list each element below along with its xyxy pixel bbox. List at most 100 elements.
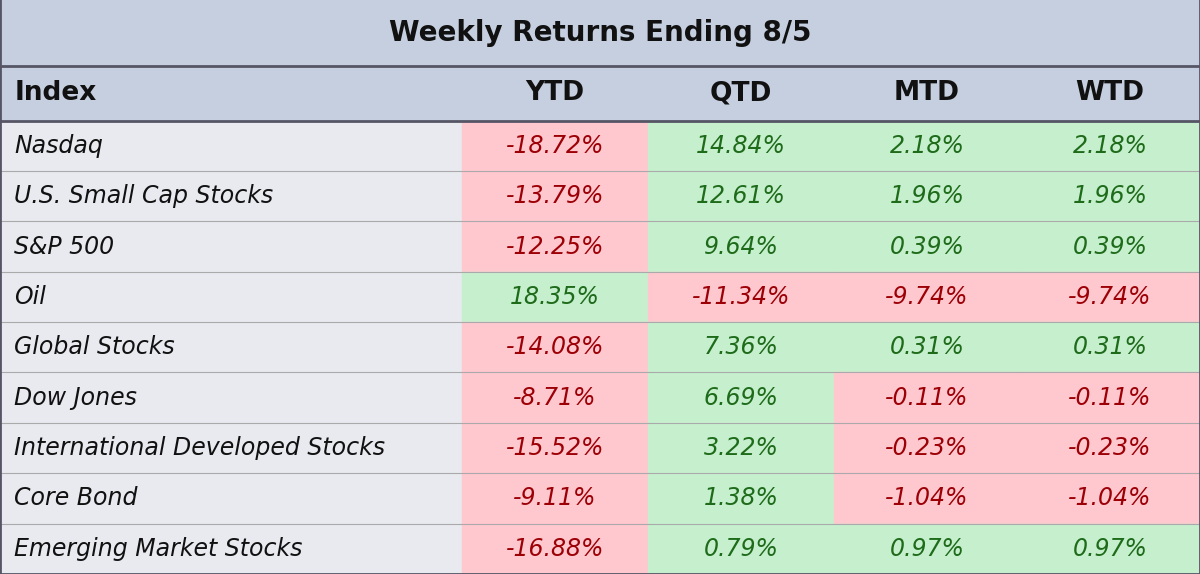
Bar [0, 373, 462, 423]
Bar [648, 423, 834, 473]
Bar [0, 272, 462, 322]
Text: -11.34%: -11.34% [691, 285, 791, 309]
Text: Dow Jones: Dow Jones [14, 386, 137, 410]
Text: -1.04%: -1.04% [1068, 486, 1152, 510]
Text: 0.79%: 0.79% [703, 537, 779, 561]
Bar [648, 523, 834, 574]
Text: 7.36%: 7.36% [703, 335, 779, 359]
Text: 9.64%: 9.64% [703, 235, 779, 258]
Bar [0, 373, 1200, 423]
Bar [0, 523, 462, 574]
Text: -0.11%: -0.11% [1068, 386, 1152, 410]
Text: WTD: WTD [1075, 80, 1145, 106]
Bar [462, 121, 648, 171]
Bar [834, 473, 1020, 523]
Bar [0, 322, 462, 373]
Bar [0, 523, 1200, 574]
Text: Core Bond: Core Bond [14, 486, 138, 510]
Bar [0, 423, 1200, 473]
Text: -12.25%: -12.25% [505, 235, 605, 258]
Text: 0.39%: 0.39% [889, 235, 965, 258]
Text: -0.23%: -0.23% [1068, 436, 1152, 460]
Text: S&P 500: S&P 500 [14, 235, 114, 258]
Text: 3.22%: 3.22% [703, 436, 779, 460]
Bar [1020, 373, 1200, 423]
Bar [834, 423, 1020, 473]
Text: 14.84%: 14.84% [696, 134, 786, 158]
Bar [1020, 272, 1200, 322]
Text: 18.35%: 18.35% [510, 285, 600, 309]
Text: -14.08%: -14.08% [505, 335, 605, 359]
Text: -8.71%: -8.71% [514, 386, 596, 410]
Text: QTD: QTD [710, 80, 772, 106]
Text: Weekly Returns Ending 8/5: Weekly Returns Ending 8/5 [389, 19, 811, 47]
Text: -1.04%: -1.04% [886, 486, 968, 510]
Bar [834, 272, 1020, 322]
Bar [834, 373, 1020, 423]
Bar [834, 523, 1020, 574]
Bar [462, 222, 648, 272]
Bar [834, 121, 1020, 171]
Text: 0.97%: 0.97% [1073, 537, 1147, 561]
Text: -0.11%: -0.11% [886, 386, 968, 410]
Bar [0, 473, 1200, 523]
Text: Nasdaq: Nasdaq [14, 134, 103, 158]
Bar [462, 523, 648, 574]
Text: Global Stocks: Global Stocks [14, 335, 175, 359]
Bar [648, 373, 834, 423]
Bar [648, 222, 834, 272]
Text: U.S. Small Cap Stocks: U.S. Small Cap Stocks [14, 184, 274, 208]
Text: 6.69%: 6.69% [703, 386, 779, 410]
Bar [462, 473, 648, 523]
Bar [0, 423, 462, 473]
Bar [1020, 322, 1200, 373]
Bar [834, 222, 1020, 272]
Bar [0, 121, 1200, 171]
Bar [834, 171, 1020, 222]
Text: 2.18%: 2.18% [1073, 134, 1147, 158]
Text: -15.52%: -15.52% [505, 436, 605, 460]
Bar [0, 322, 1200, 373]
Text: 1.38%: 1.38% [703, 486, 779, 510]
Bar [648, 322, 834, 373]
Bar [1020, 171, 1200, 222]
Bar [1020, 423, 1200, 473]
Text: -16.88%: -16.88% [505, 537, 605, 561]
Bar [462, 171, 648, 222]
Bar [648, 272, 834, 322]
Text: -13.79%: -13.79% [505, 184, 605, 208]
Bar [0, 272, 1200, 322]
Text: Emerging Market Stocks: Emerging Market Stocks [14, 537, 302, 561]
Bar [648, 121, 834, 171]
Text: -9.74%: -9.74% [886, 285, 968, 309]
Text: International Developed Stocks: International Developed Stocks [14, 436, 385, 460]
Bar [1020, 222, 1200, 272]
Bar [0, 171, 462, 222]
Text: -0.23%: -0.23% [886, 436, 968, 460]
Bar [462, 322, 648, 373]
Text: MTD: MTD [894, 80, 960, 106]
Bar [0, 222, 462, 272]
Text: 2.18%: 2.18% [889, 134, 965, 158]
Bar [0, 0, 1200, 66]
Text: 1.96%: 1.96% [889, 184, 965, 208]
Bar [1020, 121, 1200, 171]
Text: 0.97%: 0.97% [889, 537, 965, 561]
Bar [1020, 523, 1200, 574]
Text: YTD: YTD [526, 80, 584, 106]
Bar [462, 272, 648, 322]
Text: 0.31%: 0.31% [1073, 335, 1147, 359]
Bar [462, 373, 648, 423]
Bar [0, 473, 462, 523]
Bar [0, 171, 1200, 222]
Text: Oil: Oil [14, 285, 47, 309]
Bar [1020, 473, 1200, 523]
Text: -9.11%: -9.11% [514, 486, 596, 510]
Text: Index: Index [14, 80, 97, 106]
Text: -18.72%: -18.72% [505, 134, 605, 158]
Bar [0, 222, 1200, 272]
Bar [0, 66, 1200, 121]
Text: 0.39%: 0.39% [1073, 235, 1147, 258]
Bar [834, 322, 1020, 373]
Text: -9.74%: -9.74% [1068, 285, 1152, 309]
